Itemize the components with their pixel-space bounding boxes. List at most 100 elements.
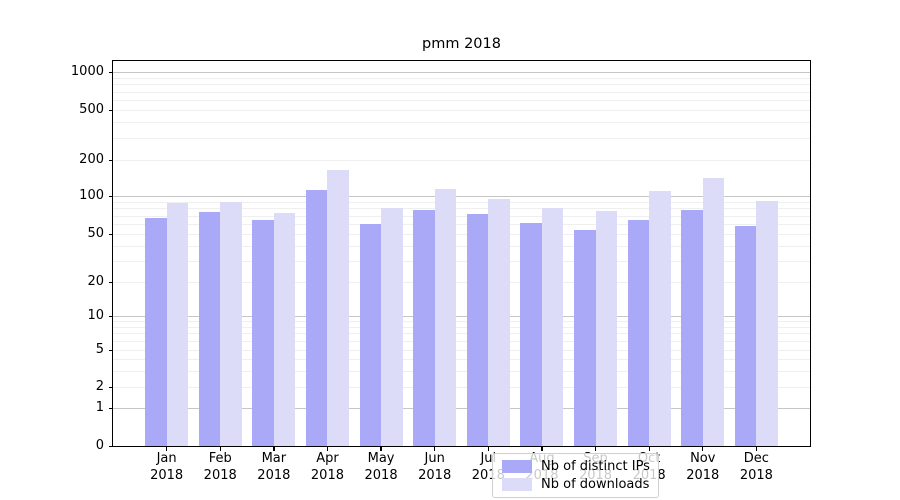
gridline-minor [113,84,810,86]
y-tick [108,315,113,317]
bar-ips-jul [466,214,489,446]
legend-swatch-ips [502,460,532,473]
x-tick [594,446,597,451]
y-tick-label: 100 [79,188,104,203]
x-tick [755,446,758,451]
gridline-minor [113,91,810,93]
bar-downloads-sep [595,211,617,446]
gridline-minor [113,341,810,343]
spine-right [810,60,812,447]
bar-ips-apr [306,190,328,446]
x-tick [541,446,543,451]
y-tick [108,71,113,73]
y-tick-label: 50 [87,226,104,241]
legend-label: Nb of distinct IPs [541,459,650,474]
gridline-minor [113,100,810,101]
gridline-minor [113,359,810,360]
y-tick-label: 20 [87,274,104,289]
x-tick-label: Apr 2018 [310,451,344,483]
bar-ips-mar [252,220,274,446]
bar-downloads-jun [434,189,457,446]
bar-downloads-feb [220,202,242,446]
gridline-major [113,72,810,73]
y-tick [108,445,113,447]
y-tick-label: 1 [95,400,104,415]
gridline-minor [113,208,810,210]
x-tick [648,446,650,451]
bar-downloads-jan [166,203,189,446]
plot-area: Nb of distinct IPs Nb of downloads [112,60,812,498]
bar-ips-aug [520,223,542,446]
gridline-minor [113,282,810,283]
y-tick [108,281,113,283]
y-tick [108,233,113,235]
gridline-minor [113,321,810,323]
legend-item: Nb of distinct IPs [502,459,650,474]
y-tick-label: 2 [95,379,104,394]
y-tick-label: 200 [79,152,104,167]
y-tick-label: 1000 [70,64,104,79]
bar-ips-may [359,224,382,446]
bar-ips-jan [145,217,167,446]
legend-label: Nb of downloads [541,477,650,492]
bar-downloads-aug [541,208,564,446]
gridline-minor [113,245,810,247]
spine-left [112,60,114,447]
gridline-major [113,316,810,317]
y-tick-label: 10 [87,308,104,323]
spine-top [112,60,811,62]
gridline-minor [113,110,810,111]
x-tick [487,446,489,451]
gridline-minor [113,234,810,235]
y-tick [108,349,113,351]
bar-downloads-apr [327,169,349,446]
y-tick [108,407,113,409]
x-tick-label: Mar 2018 [257,451,291,483]
legend: Nb of distinct IPs Nb of downloads [492,453,659,498]
y-tick-label: 500 [79,102,104,117]
bar-ips-dec [734,225,757,446]
y-tick-label: 0 [95,438,104,453]
gridline-minor [113,215,810,217]
bar-downloads-nov [702,178,725,446]
x-tick [219,446,221,451]
gridline-major [113,196,810,197]
x-tick [166,446,168,451]
x-tick-label: Nov 2018 [686,451,720,483]
x-tick-label: May 2018 [364,451,398,483]
bar-ips-jun [413,209,435,446]
gridline-minor [113,333,810,335]
x-tick [326,446,329,451]
bar-downloads-dec [756,200,778,446]
legend-swatch-downloads [502,478,532,491]
gridline-minor [113,370,810,372]
gridline-minor [113,137,810,139]
y-tick [108,386,113,388]
bar-ips-sep [574,229,596,446]
gridline-minor [113,326,810,328]
gridline-minor [113,224,810,225]
gridline-minor [113,160,810,161]
gridline-minor [113,122,810,124]
y-tick [108,109,113,111]
gridline-minor [113,350,810,351]
bar-ips-feb [198,211,221,446]
x-tick-label: Jun 2018 [418,451,452,483]
spine-bottom [112,446,811,448]
gridline-minor [113,387,810,388]
chart-title: pmm 2018 [422,36,501,52]
y-tick-label: 5 [95,342,104,357]
x-tick [702,446,704,451]
y-tick [108,159,113,161]
x-tick [434,446,436,451]
x-tick-label: Jan 2018 [150,451,184,483]
bar-downloads-jul [488,199,510,446]
gridline-major [113,408,810,409]
bar-downloads-oct [649,190,671,446]
gridline-minor [113,77,810,79]
x-tick-label: Dec 2018 [739,451,773,483]
legend-item: Nb of downloads [502,477,649,492]
x-tick [273,446,275,451]
gridline-minor [113,201,810,203]
